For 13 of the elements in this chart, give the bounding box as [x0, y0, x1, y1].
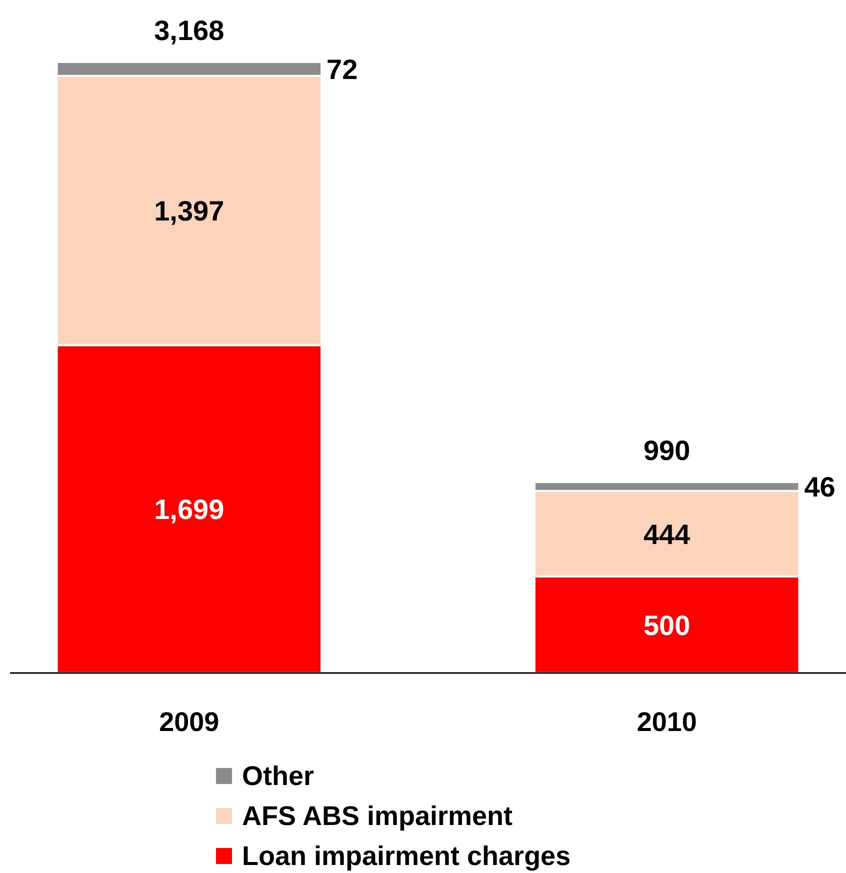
data-label: 500: [644, 610, 690, 641]
legend-label: AFS ABS impairment: [242, 801, 513, 831]
data-label: 46: [804, 472, 836, 502]
total-label: 3,168: [154, 15, 224, 46]
x-tick-label: 2010: [636, 707, 697, 737]
x-tick-label: 2009: [159, 707, 220, 737]
legend-label: Other: [242, 761, 314, 791]
data-label: 1,397: [154, 196, 224, 227]
data-label: 1,699: [154, 494, 224, 526]
total-label: 990: [644, 435, 690, 466]
data-label: 72: [326, 54, 358, 85]
data-label: 444: [644, 518, 691, 550]
legend-label: Loan impairment charges: [242, 841, 571, 871]
